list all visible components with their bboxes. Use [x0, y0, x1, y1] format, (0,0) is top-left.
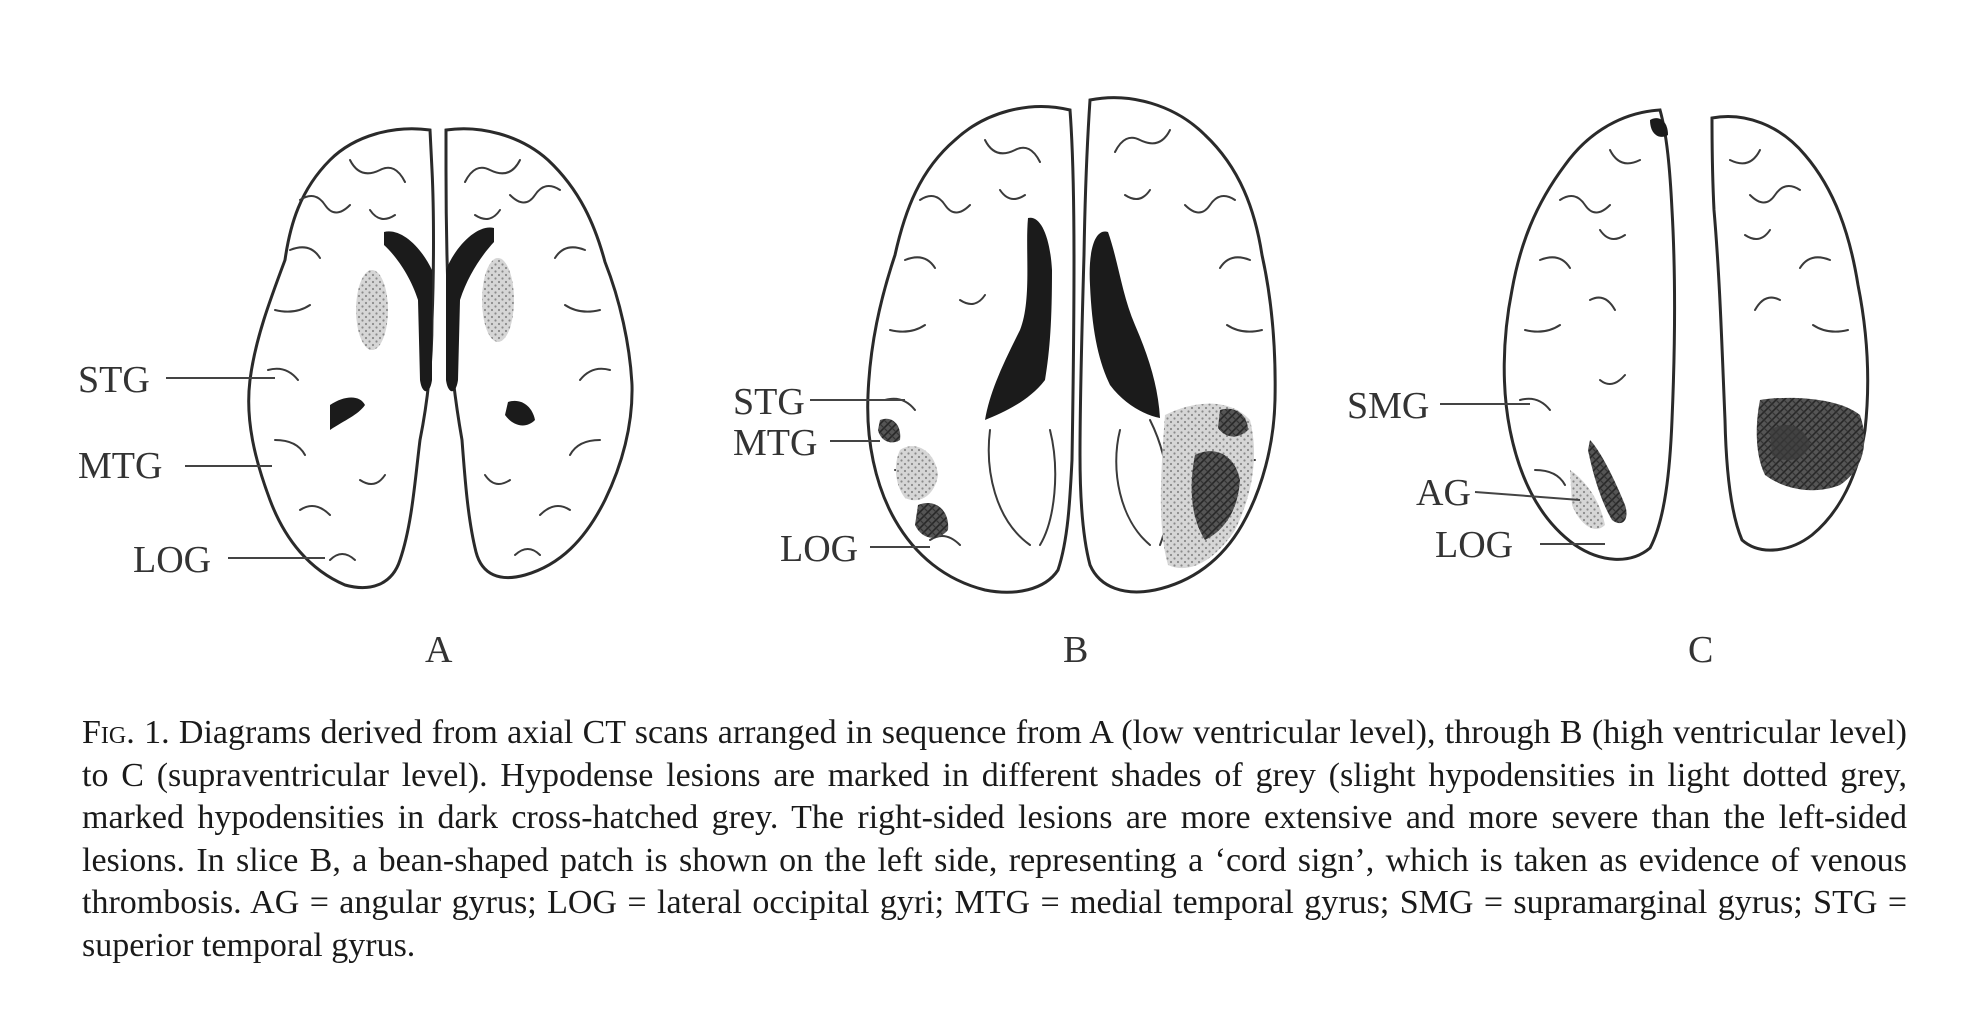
- panel-b-ventricles: [985, 217, 1160, 420]
- panel-b-label-log: LOG: [780, 528, 858, 570]
- panel-c-label-log: LOG: [1435, 524, 1513, 566]
- panel-a-label-log: LOG: [133, 539, 211, 581]
- panel-b-label-stg: STG: [733, 381, 805, 423]
- panel-a-label-mtg: MTG: [78, 445, 162, 487]
- panel-b-letter: B: [1063, 629, 1088, 671]
- panel-b: STG MTG LOG B: [733, 96, 1277, 671]
- brain-diagram-figure: STG MTG LOG A STG MTG LOG B: [78, 96, 1870, 671]
- panel-c-letter: C: [1688, 629, 1713, 671]
- panel-a-label-stg: STG: [78, 359, 150, 401]
- panel-c-lesion-left: [1588, 440, 1627, 524]
- panel-c-label-ag: AG: [1416, 472, 1471, 514]
- panel-a-lesion-left: [356, 270, 388, 350]
- panel-a-ventricles: [384, 227, 494, 392]
- figure-caption-text: Diagrams derived from axial CT scans arr…: [82, 714, 1908, 964]
- panel-c-left-hemisphere: [1502, 108, 1677, 561]
- panel-a-left-hemisphere: [247, 127, 435, 590]
- panel-b-lesion-right-dark: [1191, 451, 1240, 540]
- figure-caption: Fig. 1. Diagrams derived from axial CT s…: [82, 712, 1907, 967]
- panel-c-lesion-right: [1756, 397, 1865, 491]
- panel-a-letter: A: [425, 629, 453, 671]
- panel-a: STG MTG LOG A: [78, 127, 634, 671]
- panel-c-label-smg: SMG: [1347, 385, 1429, 427]
- panel-a-lesion-right: [482, 258, 514, 342]
- panel-b-lesion-left-cord-sign: [895, 446, 938, 501]
- figure-caption-label: Fig. 1.: [82, 714, 170, 751]
- panel-b-label-mtg: MTG: [733, 422, 817, 464]
- panel-a-right-hemisphere: [444, 127, 634, 580]
- panel-c: SMG AG LOG C: [1347, 108, 1870, 671]
